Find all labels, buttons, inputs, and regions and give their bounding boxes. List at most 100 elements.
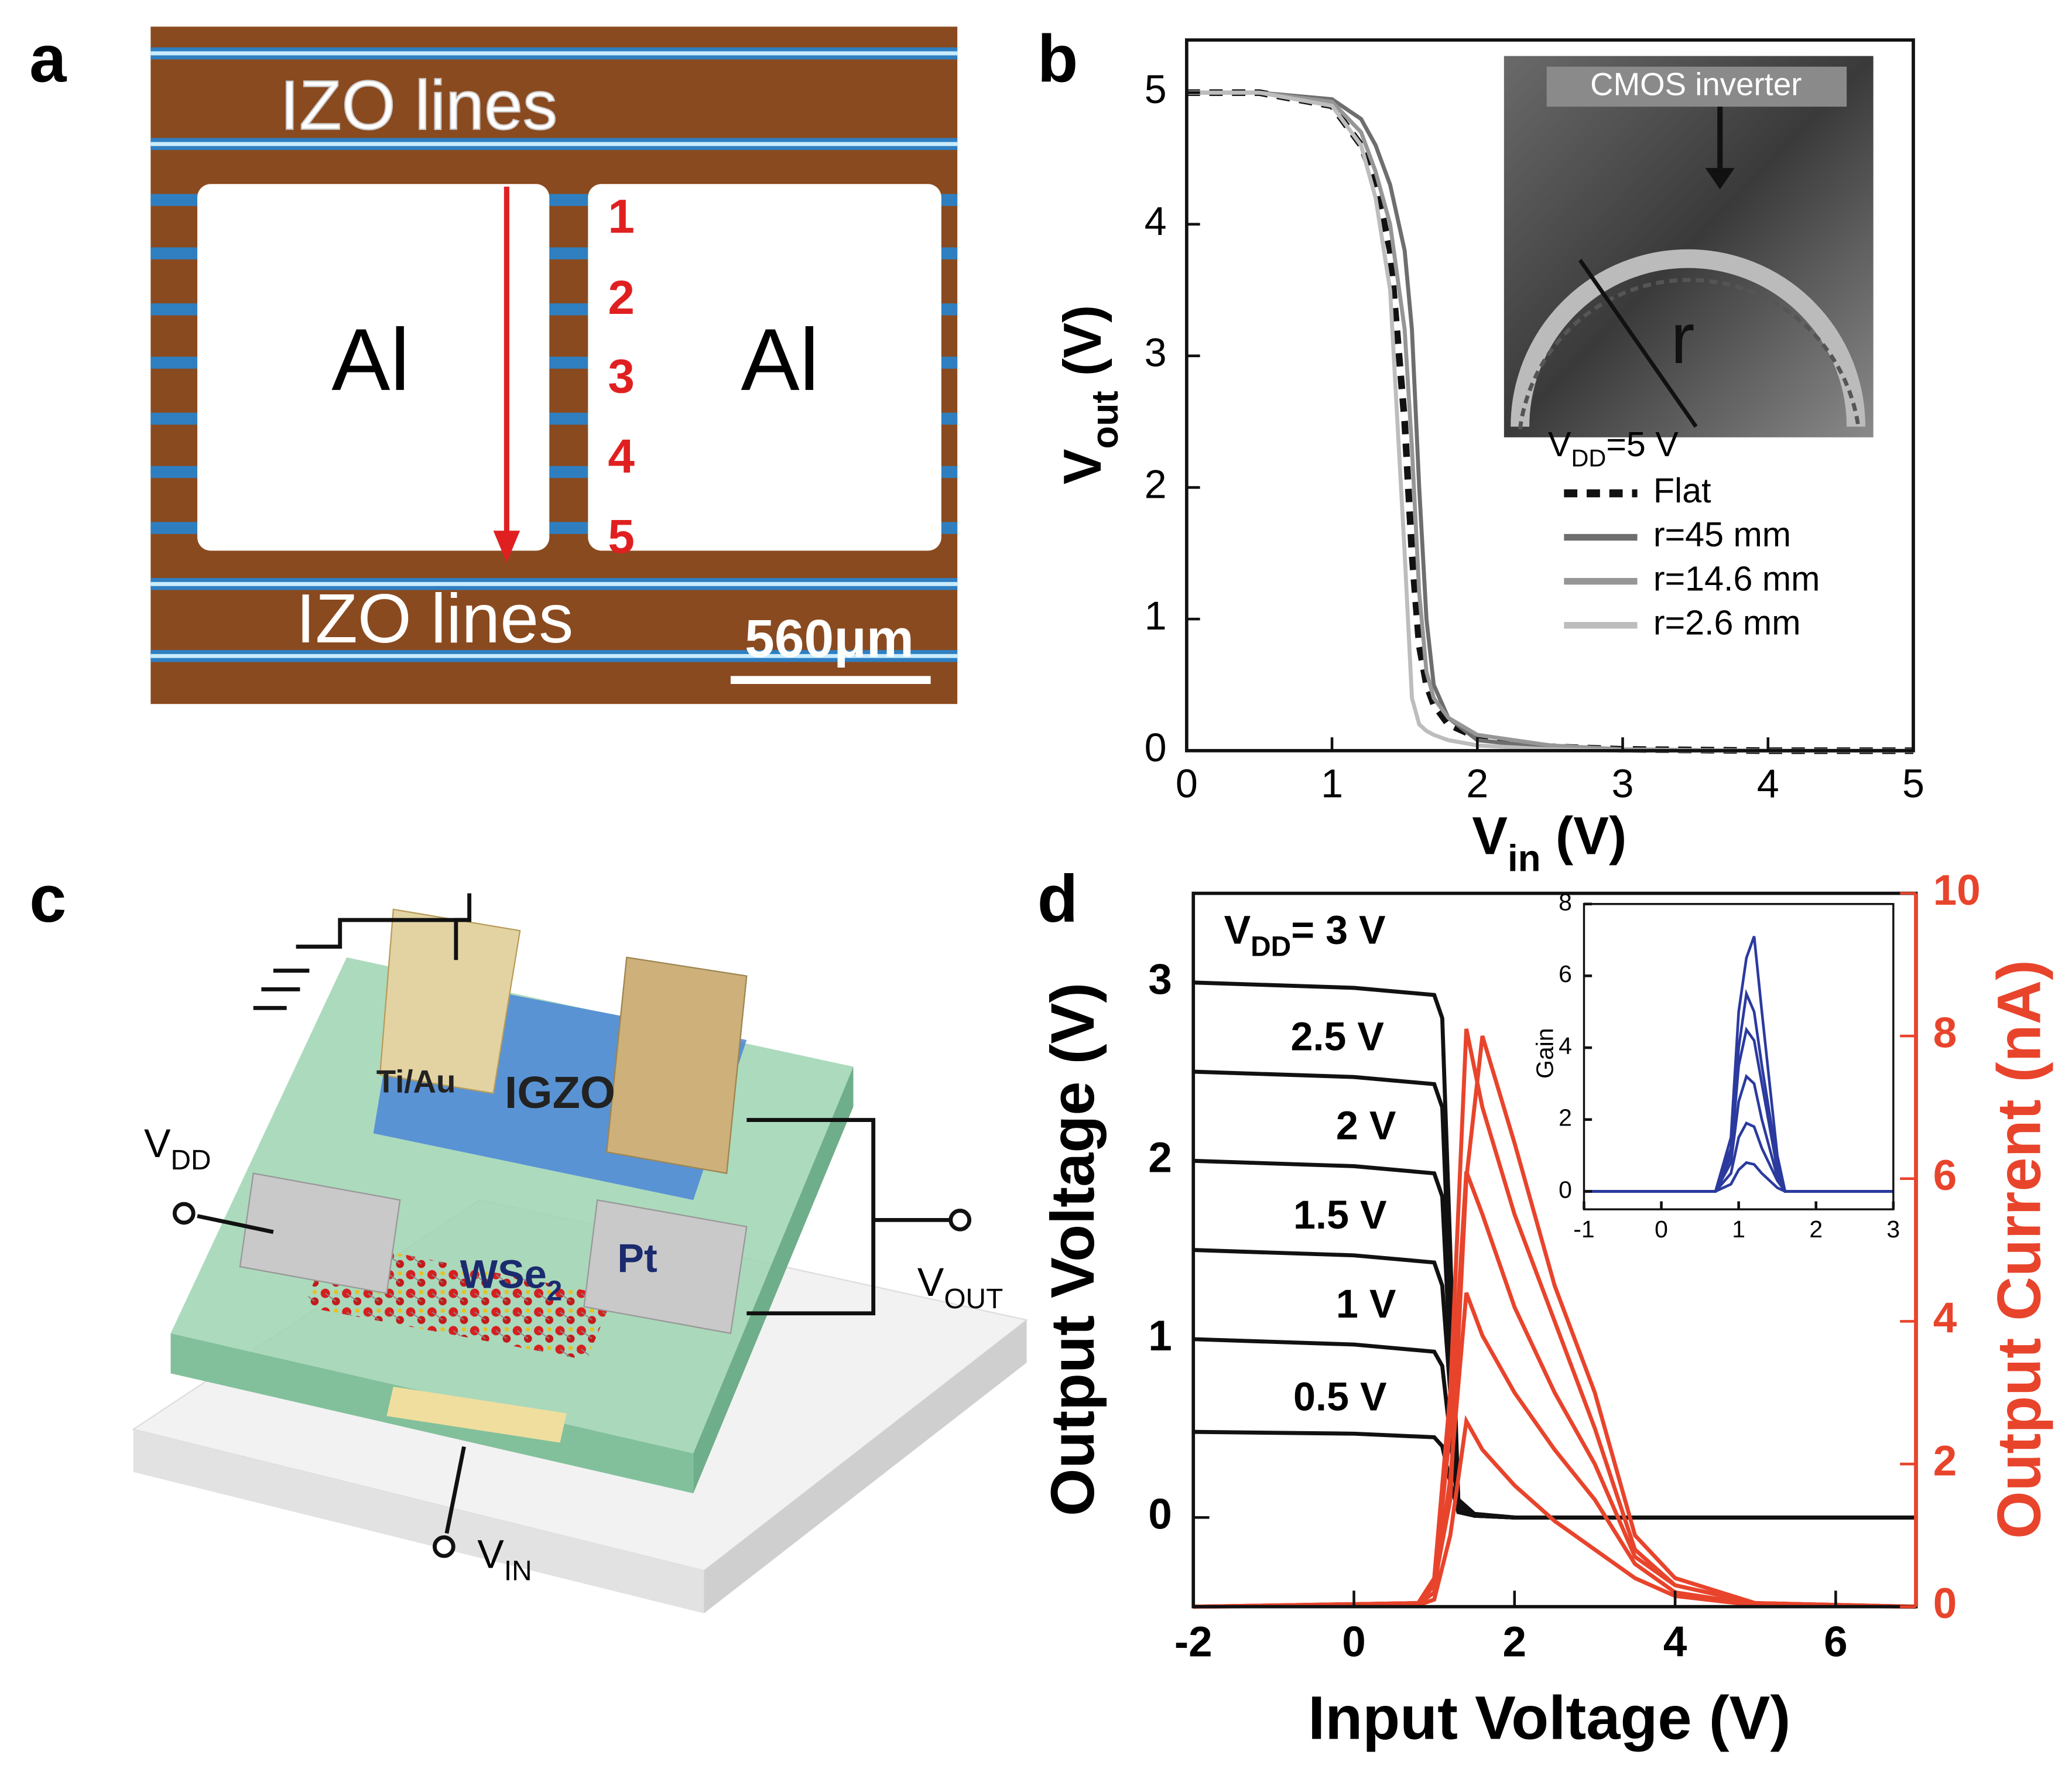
series-label: VDD= 3 V: [1224, 908, 1386, 963]
text-part: DD: [1571, 444, 1606, 472]
series-line: [1584, 1026, 1893, 1193]
device-schematic: Ti/Au IGZO WSe2 Pt VDD VOUT VIN: [131, 893, 1029, 1614]
y-tick-label: 5: [1145, 67, 1167, 112]
text-part: (V): [1053, 305, 1112, 391]
legend-label: r=45 mm: [1653, 515, 1791, 554]
position-number: 5: [608, 510, 635, 563]
y-tick-label: 4: [1145, 199, 1167, 244]
al-pad: [588, 184, 941, 551]
panel-label: b: [1037, 22, 1078, 96]
series-line: [1186, 90, 1913, 753]
x-tick-label: 0: [1342, 1618, 1366, 1665]
y2-tick-label: 8: [1933, 1009, 1957, 1056]
wse2-label: WSe2: [460, 1252, 563, 1306]
series-label: 2.5 V: [1290, 1014, 1384, 1059]
legend-label: r=14.6 mm: [1653, 559, 1820, 598]
series-line: [1584, 1161, 1893, 1193]
y-tick-label: 3: [1145, 331, 1167, 375]
x-tick-label: 2: [1809, 1216, 1823, 1243]
y2-tick-label: 6: [1933, 1152, 1957, 1199]
vin-label: VIN: [477, 1532, 532, 1586]
text-part: V: [144, 1121, 171, 1166]
text-part: WSe: [460, 1252, 547, 1296]
y-tick-label: 2: [1145, 462, 1167, 507]
y2-tick-label: 10: [1933, 867, 1981, 914]
inset-label: r: [1671, 299, 1695, 379]
text-part: V: [1053, 449, 1112, 484]
y-tick-label: 1: [1145, 594, 1167, 638]
y-tick-label: 8: [1559, 889, 1572, 916]
y-tick-label: 0: [1145, 726, 1167, 770]
series-line: [1193, 1337, 1916, 1520]
text-part: V: [1548, 424, 1571, 463]
position-number: 1: [608, 190, 635, 243]
y-axis-label: Output Voltage (V): [1039, 983, 1107, 1516]
x-tick-label: 3: [1612, 761, 1634, 806]
position-number: 2: [608, 271, 635, 324]
inset-label: CMOS inverter: [1590, 66, 1802, 102]
text-part: OUT: [944, 1284, 1003, 1315]
x-tick-label: 2: [1466, 761, 1488, 806]
text-part: V: [917, 1260, 944, 1305]
series-line: [1584, 1121, 1893, 1193]
series-line: [1193, 1429, 1916, 1520]
y2-tick-label: 4: [1933, 1295, 1957, 1342]
text-part: DD: [1251, 932, 1291, 963]
izo-label: IZO lines: [296, 580, 574, 658]
chart-0: 0 1 2 3 4 5 0 1 2 3 4 5 Flat r=45 mm r=14.6 mm r=2.6 mm: [1145, 38, 1924, 806]
series-label: 1.5 V: [1293, 1193, 1387, 1237]
legend-label: Flat: [1653, 471, 1711, 510]
panel-label: d: [1037, 862, 1078, 936]
ti-au-label: Ti/Au: [376, 1064, 456, 1100]
x-axis-label: Input Voltage (V): [1308, 1684, 1790, 1752]
y2-axis-label: Output Current (nA): [1985, 960, 2054, 1539]
text-part: DD: [171, 1145, 211, 1176]
position-number: 3: [608, 350, 635, 403]
x-tick-label: 6: [1824, 1618, 1848, 1665]
al-label: Al: [741, 310, 819, 409]
text-part: V: [477, 1532, 504, 1576]
x-tick-label: -2: [1174, 1618, 1213, 1665]
y-axis-label: Vout (V): [1053, 305, 1126, 485]
y-tick-label: 3: [1148, 956, 1172, 1003]
arrow-head: [493, 531, 520, 563]
series-label: 0.5 V: [1293, 1375, 1387, 1419]
y-tick-label: 2: [1148, 1134, 1172, 1182]
vout-label: VOUT: [917, 1260, 1003, 1315]
y-tick-label: 1: [1148, 1312, 1172, 1360]
x-tick-label: 1: [1732, 1216, 1745, 1243]
text-part: out: [1084, 391, 1126, 449]
series-label: 1 V: [1336, 1282, 1396, 1326]
series-line: [1193, 1292, 1916, 1609]
y-tick-label: 0: [1148, 1491, 1172, 1538]
inset-photo: [1504, 56, 1874, 437]
x-tick-label: 1: [1321, 761, 1343, 806]
scale-bar-label: 560μm: [745, 610, 914, 669]
text-part: in: [1508, 837, 1541, 879]
x-tick-label: 0: [1655, 1216, 1668, 1243]
x-axis-label: Vin (V): [1472, 807, 1626, 880]
legend-label: r=2.6 mm: [1653, 603, 1801, 642]
text-part: 2: [547, 1275, 563, 1306]
x-tick-label: 5: [1902, 761, 1924, 806]
y-tick-label: 0: [1559, 1176, 1572, 1203]
text-part: IN: [504, 1556, 532, 1587]
position-number: 4: [608, 430, 635, 483]
igzo-label: IGZO: [505, 1068, 615, 1118]
x-tick-label: 2: [1503, 1618, 1527, 1665]
izo-label: IZO lines: [280, 67, 557, 144]
pt-label: Pt: [617, 1236, 657, 1281]
al-label: Al: [331, 310, 410, 409]
x-tick-label: 0: [1176, 761, 1198, 806]
y2-tick-label: 0: [1933, 1580, 1957, 1627]
inset-background: [1504, 56, 1874, 437]
y-tick-label: 4: [1559, 1032, 1572, 1059]
text-part: (V): [1541, 807, 1627, 866]
legend-title: VDD=5 V: [1548, 424, 1679, 472]
text-part: V: [1224, 908, 1251, 953]
x-tick-label: 4: [1663, 1618, 1687, 1665]
text-part: =5 V: [1606, 424, 1679, 463]
